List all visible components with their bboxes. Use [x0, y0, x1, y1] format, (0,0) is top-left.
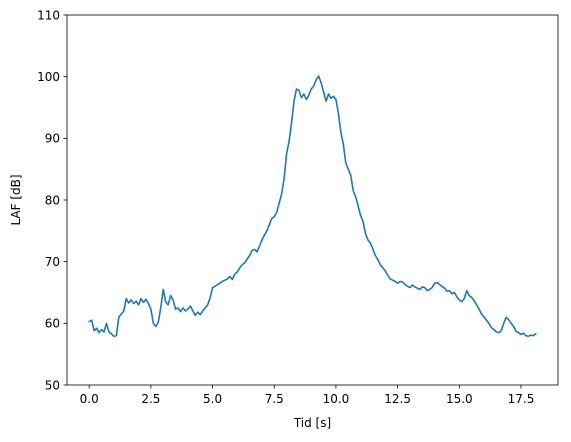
x-axis-ticks: 0.0 2.5 5.0 7.5 10.0 12.5 15.0 17.5	[80, 385, 535, 406]
y-tick-label: 70	[45, 255, 60, 269]
x-tick-label: 15.0	[446, 392, 473, 406]
x-axis-label: Tid [s]	[293, 416, 331, 430]
series-line	[88, 75, 537, 338]
x-tick-label: 10.0	[323, 392, 350, 406]
x-tick-label: 17.5	[508, 392, 535, 406]
y-tick-label: 100	[37, 70, 60, 84]
plot-frame	[66, 14, 559, 386]
x-tick-label: 7.5	[265, 392, 284, 406]
y-tick-label: 50	[45, 378, 60, 392]
x-tick-label: 5.0	[203, 392, 222, 406]
x-tick-label: 12.5	[384, 392, 411, 406]
x-tick-label: 0.0	[80, 392, 99, 406]
x-tick-label: 2.5	[141, 392, 160, 406]
y-tick-label: 80	[45, 193, 60, 207]
y-axis-ticks: 50 60 70 80 90 100 110	[37, 8, 67, 392]
y-tick-label: 60	[45, 317, 60, 331]
y-axis-label: LAF [dB]	[9, 174, 23, 225]
y-tick-label: 110	[37, 8, 60, 22]
y-tick-label: 90	[45, 132, 60, 146]
